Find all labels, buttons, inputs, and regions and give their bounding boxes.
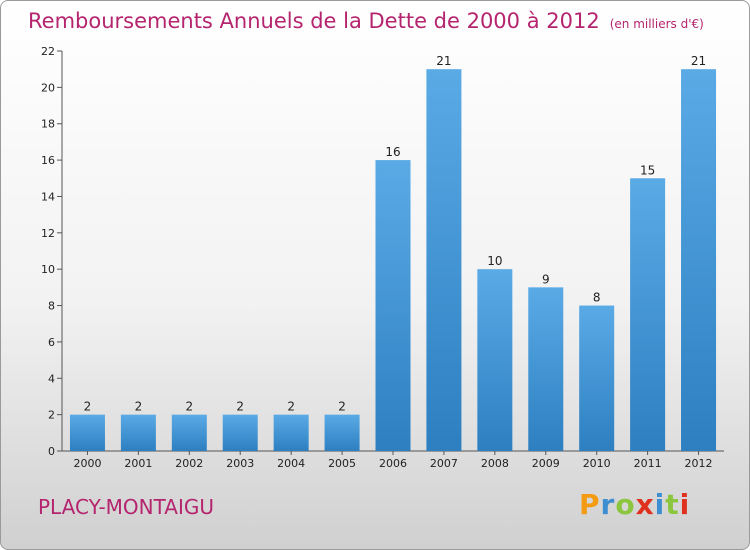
commune-name: PLACY-MONTAIGU: [38, 495, 215, 519]
bars: 2 2 2 2 2 2 16 21 10 9 8 15 21: [69, 54, 717, 452]
y-tick-label: 4: [48, 372, 55, 385]
bar-2004: [273, 414, 309, 451]
y-tick-label: 22: [41, 45, 55, 58]
y-tick-label: 2: [48, 409, 55, 422]
bar-2006: [375, 160, 411, 451]
logo-letter: i: [679, 488, 691, 521]
value-label-2008: 10: [487, 254, 502, 268]
logo-letter: t: [665, 488, 680, 521]
value-label-2001: 2: [135, 400, 143, 414]
bar-2000: [69, 414, 105, 451]
y-tick-label: 14: [41, 190, 55, 203]
value-label-2000: 2: [84, 400, 92, 414]
value-label-2010: 8: [593, 291, 601, 305]
value-label-2004: 2: [287, 400, 295, 414]
x-tick-label-2001: 2001: [124, 457, 152, 470]
y-tick-label: 0: [48, 445, 55, 458]
x-tick-label-2007: 2007: [430, 457, 458, 470]
bar-2003: [222, 414, 258, 451]
bar-2011: [630, 178, 666, 452]
x-tick-label-2000: 2000: [73, 457, 101, 470]
x-tick-label-2012: 2012: [685, 457, 713, 470]
bar-2007: [426, 69, 462, 451]
bar-2010: [579, 305, 615, 451]
x-tick-label-2011: 2011: [634, 457, 662, 470]
logo-letter: o: [615, 488, 636, 521]
bar-2009: [528, 287, 564, 451]
x-tick-label-2005: 2005: [328, 457, 356, 470]
x-tick-label-2003: 2003: [226, 457, 254, 470]
value-label-2002: 2: [185, 400, 193, 414]
logo-letter: x: [635, 488, 655, 521]
value-label-2006: 16: [385, 145, 400, 159]
bar-2002: [171, 414, 207, 451]
y-tick-label: 6: [48, 336, 55, 349]
x-tick-label-2008: 2008: [481, 457, 509, 470]
bar-2001: [120, 414, 156, 451]
bar-2008: [477, 269, 513, 451]
y-tick-label: 10: [41, 263, 55, 276]
value-label-2009: 9: [542, 272, 550, 286]
proxiti-logo: Proxiti: [579, 488, 690, 521]
y-tick-label: 18: [41, 118, 55, 131]
value-label-2011: 15: [640, 163, 655, 177]
chart-title: Remboursements Annuels de la Dette de 20…: [28, 9, 704, 33]
logo-letter: P: [579, 488, 601, 521]
value-label-2003: 2: [236, 400, 244, 414]
x-tick-label-2002: 2002: [175, 457, 203, 470]
logo-letter: r: [600, 488, 616, 521]
y-tick-label: 20: [41, 81, 55, 94]
value-label-2012: 21: [691, 54, 706, 68]
y-tick-label: 16: [41, 154, 55, 167]
value-label-2007: 21: [436, 54, 451, 68]
y-tick-label: 8: [48, 300, 55, 313]
chart-title-text: Remboursements Annuels de la Dette de 20…: [28, 9, 600, 33]
x-tick-label-2010: 2010: [583, 457, 611, 470]
x-tick-label-2004: 2004: [277, 457, 305, 470]
unit-note: (en milliers d'€): [609, 17, 704, 31]
x-tick-label-2006: 2006: [379, 457, 407, 470]
x-tick-label-2009: 2009: [532, 457, 560, 470]
bar-2012: [681, 69, 717, 451]
y-tick-label: 12: [41, 227, 55, 240]
value-label-2005: 2: [338, 400, 346, 414]
bar-2005: [324, 414, 360, 451]
logo-letter: i: [654, 488, 666, 521]
